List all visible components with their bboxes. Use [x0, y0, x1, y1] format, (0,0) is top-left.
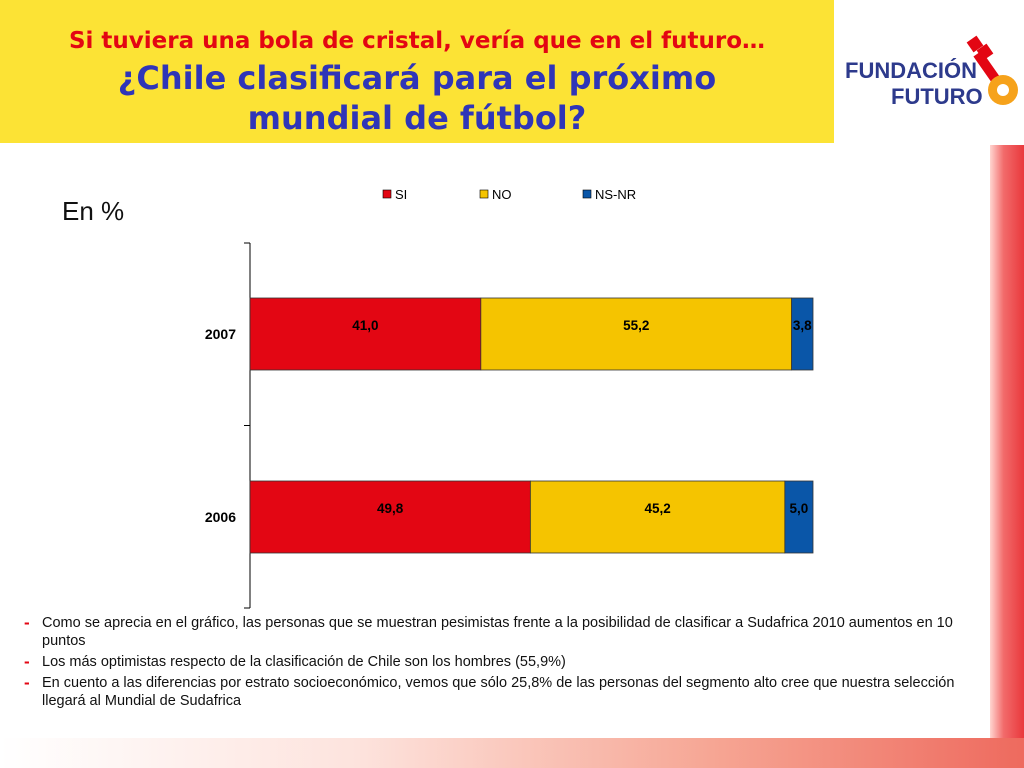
bullet-dash: - [24, 673, 30, 692]
title-line-2b: mundial de fútbol? [247, 99, 587, 137]
data-label: 49,8 [377, 501, 404, 516]
bullet-text: Los más optimistas respecto de la clasif… [42, 654, 566, 670]
bar-segment [249, 297, 482, 371]
key-icon [966, 35, 1018, 105]
logo-text-line1: FUNDACIÓN [845, 58, 977, 83]
data-label: 41,0 [352, 318, 378, 333]
title-line-1: Si tuviera una bola de cristal, vería qu… [68, 28, 766, 54]
bar-segment [529, 480, 786, 554]
bullet-dash: - [24, 652, 30, 671]
decorative-stripe-right [990, 145, 1024, 745]
bullet-text: En cuento a las diferencias por estrato … [42, 675, 955, 709]
stacked-bar-chart: SI NO NS-NR 2007 41,0 55,2 3,8 2006 49,8 45,2 5,0 [205, 187, 814, 609]
data-label: 55,2 [623, 318, 649, 333]
legend-label: NS-NR [595, 187, 636, 202]
logo-text-line2: FUTURO [891, 84, 983, 109]
legend-label: SI [395, 187, 407, 202]
bullet-item: - Como se aprecia en el gráfico, las per… [24, 614, 984, 650]
data-label: 5,0 [790, 501, 809, 516]
legend-swatch [582, 189, 592, 199]
bar-segment [249, 480, 531, 554]
title-line-2a: ¿Chile clasificará para el próximo [117, 59, 717, 97]
bar-segment [784, 480, 814, 554]
bullet-item: - En cuento a las diferencias por estrat… [24, 674, 984, 710]
bar-segment [791, 297, 814, 371]
legend-swatch [479, 189, 489, 199]
title-box: Si tuviera una bola de cristal, vería qu… [0, 0, 834, 143]
unit-label: En % [62, 196, 125, 226]
title-line-2: ¿Chile clasificará para el próximo mundi… [0, 58, 834, 138]
bullet-list: - Como se aprecia en el gráfico, las per… [24, 614, 984, 713]
legend-label: NO [492, 187, 512, 202]
data-label: 45,2 [644, 501, 670, 516]
category-label: 2006 [205, 509, 236, 525]
legend-swatch [382, 189, 392, 199]
data-label: 3,8 [793, 318, 812, 333]
category-label: 2007 [205, 326, 236, 342]
bar-segment [480, 297, 793, 371]
fundacion-futuro-logo: FUNDACIÓN FUTURO [845, 35, 1018, 109]
bullet-item: - Los más optimistas respecto de la clas… [24, 653, 984, 671]
bullet-text: Como se aprecia en el gráfico, las perso… [42, 615, 953, 649]
decorative-stripe-bottom [0, 738, 1024, 768]
bullet-dash: - [24, 613, 30, 632]
